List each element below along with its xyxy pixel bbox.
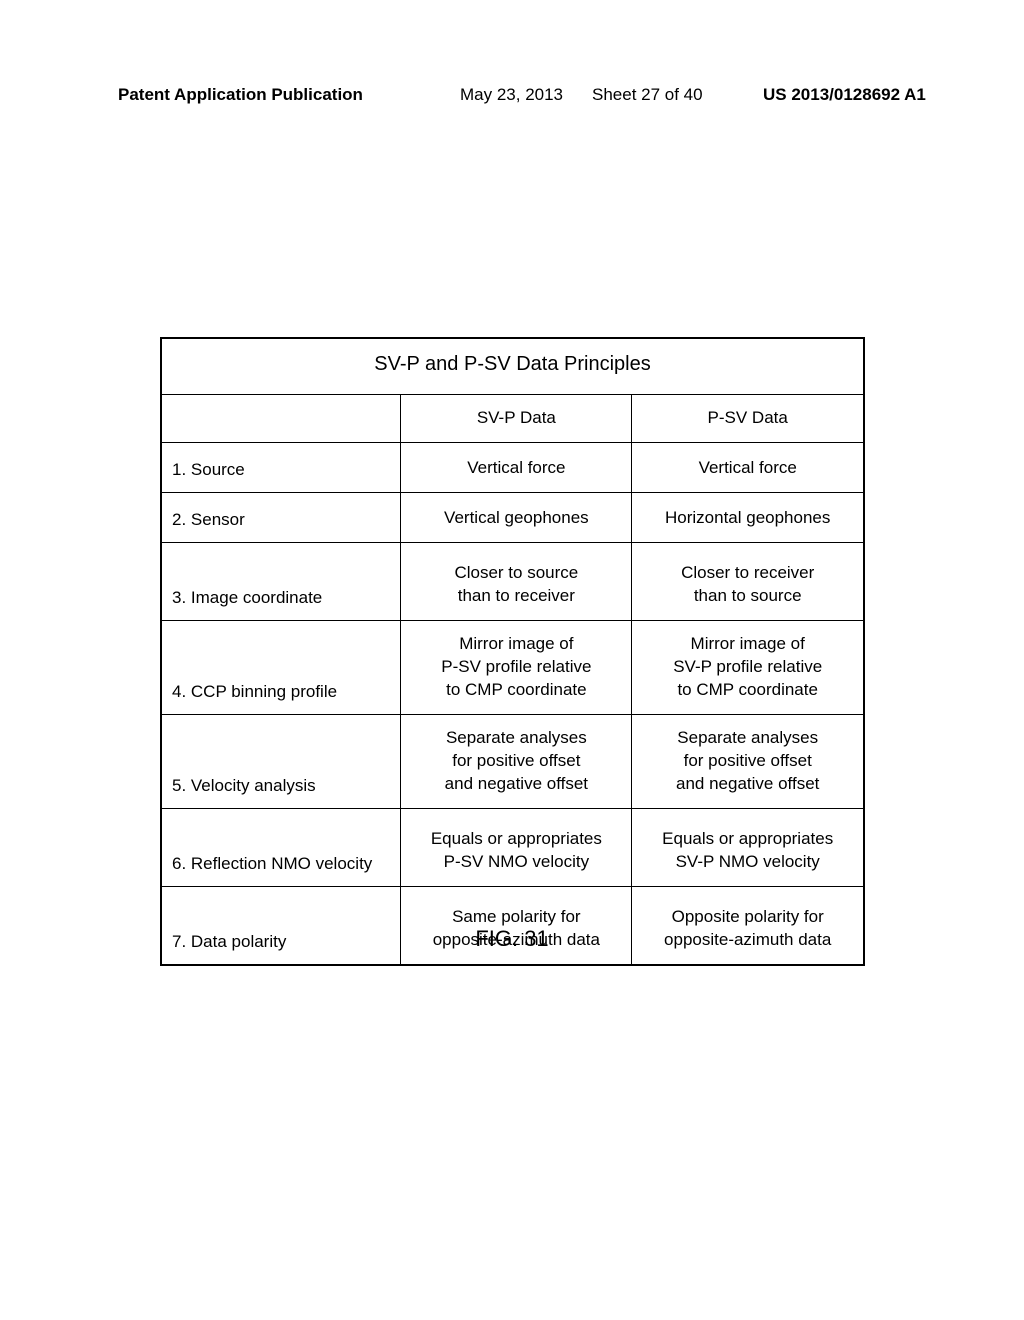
table-row: 6. Reflection NMO velocityEquals or appr… — [162, 808, 863, 886]
table-header-row: SV-P Data P-SV Data — [162, 395, 863, 442]
header-publication-label: Patent Application Publication — [118, 85, 363, 104]
table-row: 1. SourceVertical forceVertical force — [162, 442, 863, 492]
table-row: 2. SensorVertical geophonesHorizontal ge… — [162, 492, 863, 542]
row-psv-cell: Equals or appropriatesSV-P NMO velocity — [632, 808, 863, 886]
row-svp-cell: Separate analysesfor positive offsetand … — [401, 714, 632, 808]
row-psv-cell: Vertical force — [632, 442, 863, 492]
row-label: 1. Source — [162, 442, 401, 492]
table-rows: 1. SourceVertical forceVertical force2. … — [162, 442, 863, 964]
row-label: 5. Velocity analysis — [162, 714, 401, 808]
row-svp-cell: Closer to sourcethan to receiver — [401, 542, 632, 620]
table-row: 3. Image coordinateCloser to sourcethan … — [162, 542, 863, 620]
row-svp-cell: Vertical force — [401, 442, 632, 492]
table-title: SV-P and P-SV Data Principles — [162, 339, 863, 395]
row-label: 2. Sensor — [162, 492, 401, 542]
table-body: SV-P Data P-SV Data 1. SourceVertical fo… — [162, 395, 863, 964]
header-publication-number: US 2013/0128692 A1 — [763, 85, 926, 105]
column-header-label — [162, 395, 401, 442]
page-header: Patent Application Publication May 23, 2… — [0, 85, 1024, 105]
header-sheet-number: Sheet 27 of 40 — [592, 85, 703, 105]
row-svp-cell: Vertical geophones — [401, 492, 632, 542]
table-row: 4. CCP binning profileMirror image ofP-S… — [162, 620, 863, 714]
row-label: 3. Image coordinate — [162, 542, 401, 620]
row-psv-cell: Separate analysesfor positive offsetand … — [632, 714, 863, 808]
row-svp-cell: Mirror image ofP-SV profile relativeto C… — [401, 620, 632, 714]
row-psv-cell: Closer to receiverthan to source — [632, 542, 863, 620]
row-label: 6. Reflection NMO velocity — [162, 808, 401, 886]
row-psv-cell: Mirror image ofSV-P profile relativeto C… — [632, 620, 863, 714]
header-date: May 23, 2013 — [460, 85, 563, 105]
column-header-psv: P-SV Data — [632, 395, 863, 442]
row-svp-cell: Equals or appropriatesP-SV NMO velocity — [401, 808, 632, 886]
column-header-svp: SV-P Data — [401, 395, 632, 442]
row-psv-cell: Horizontal geophones — [632, 492, 863, 542]
table-row: 5. Velocity analysisSeparate analysesfor… — [162, 714, 863, 808]
row-label: 4. CCP binning profile — [162, 620, 401, 714]
figure-label: FIG. 31 — [0, 926, 1024, 952]
data-principles-table: SV-P and P-SV Data Principles SV-P Data … — [160, 337, 865, 966]
